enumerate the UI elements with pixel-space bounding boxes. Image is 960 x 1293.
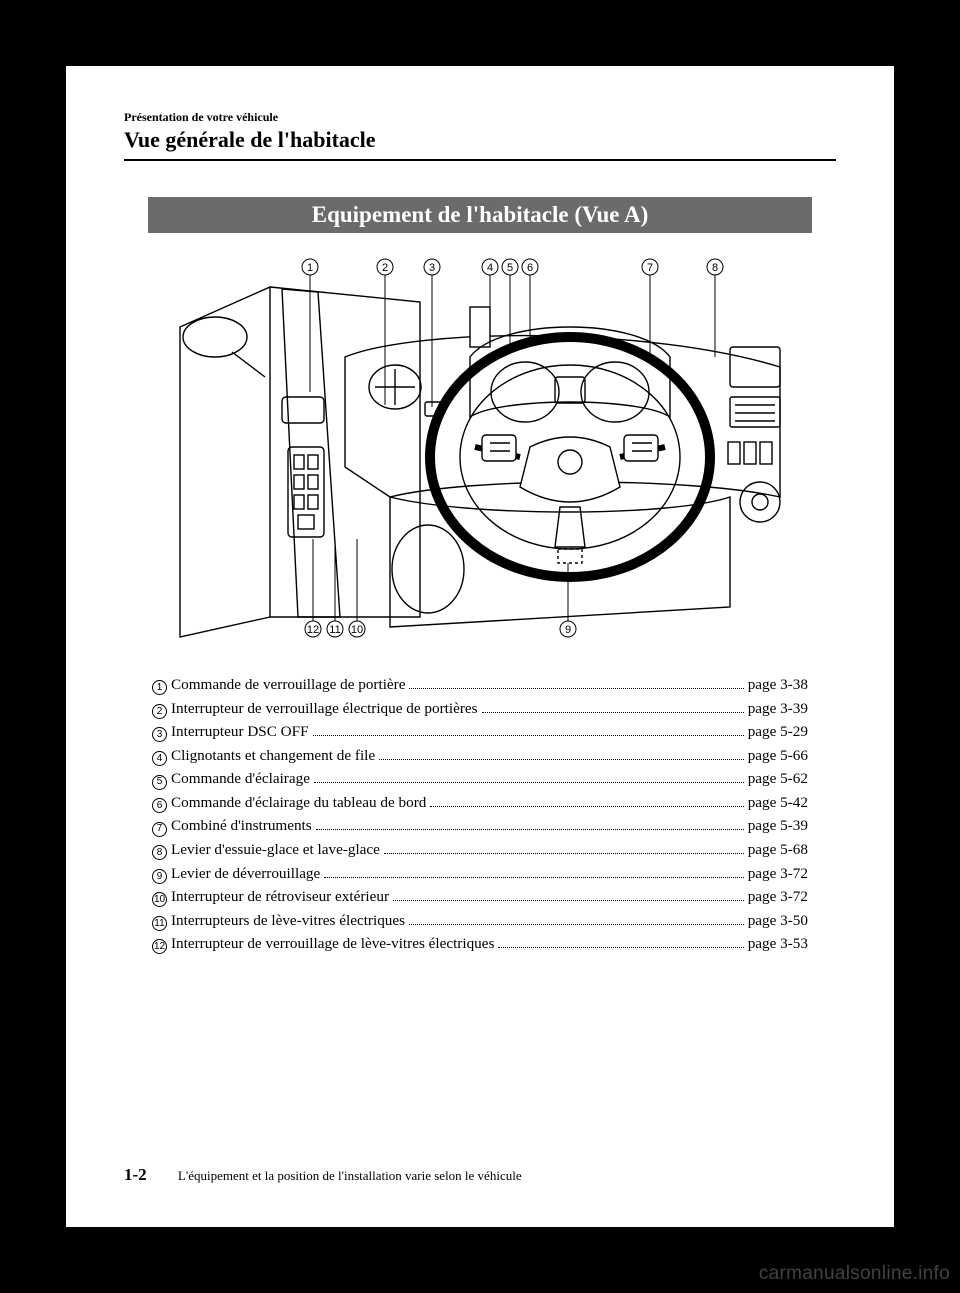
leader-dots <box>379 759 744 760</box>
item-page-ref: page 5-68 <box>748 838 808 862</box>
svg-text:2: 2 <box>382 262 388 274</box>
leader-dots <box>430 806 743 807</box>
svg-text:4: 4 <box>487 262 493 274</box>
leader-dots <box>324 877 743 878</box>
item-number-icon: 5 <box>152 775 167 790</box>
item-number-icon: 6 <box>152 798 167 813</box>
interior-diagram: 12345678 1211109 <box>170 247 790 647</box>
item-number-icon: 3 <box>152 727 167 742</box>
item-row: 9 Levier de déverrouillage page 3-72 <box>152 862 808 886</box>
leader-dots <box>314 782 744 783</box>
svg-text:3: 3 <box>429 262 435 274</box>
item-row: 2 Interrupteur de verrouillage électrique… <box>152 697 808 721</box>
item-page-ref: page 3-72 <box>748 885 808 909</box>
page-number: 1-2 <box>124 1165 147 1184</box>
leader-dots <box>316 829 744 830</box>
item-number-icon: 12 <box>152 939 167 954</box>
header-chapter: Présentation de votre véhicule <box>124 110 836 125</box>
item-page-ref: page 5-42 <box>748 791 808 815</box>
item-page-ref: page 3-53 <box>748 932 808 956</box>
svg-text:1: 1 <box>307 262 313 274</box>
item-label: Interrupteur DSC OFF <box>171 720 309 744</box>
item-row: 11 Interrupteurs de lève-vitres électriqu… <box>152 909 808 933</box>
leader-dots <box>384 853 744 854</box>
item-number-icon: 11 <box>152 916 167 931</box>
item-row: 8 Levier d'essuie-glace et lave-glace pag… <box>152 838 808 862</box>
item-list: 1 Commande de verrouillage de portière pa… <box>152 673 808 956</box>
item-row: 7 Combiné d'instruments page 5-39 <box>152 814 808 838</box>
item-page-ref: page 3-38 <box>748 673 808 697</box>
item-label: Levier d'essuie-glace et lave-glace <box>171 838 380 862</box>
footer-note: L'équipement et la position de l'install… <box>178 1168 522 1183</box>
item-label: Commande de verrouillage de portière <box>171 673 405 697</box>
item-number-icon: 9 <box>152 869 167 884</box>
leader-dots <box>498 947 743 948</box>
svg-text:12: 12 <box>307 624 319 636</box>
item-page-ref: page 5-62 <box>748 767 808 791</box>
item-row: 3 Interrupteur DSC OFF page 5-29 <box>152 720 808 744</box>
svg-text:6: 6 <box>527 262 533 274</box>
item-row: 12 Interrupteur de verrouillage de lève-v… <box>152 932 808 956</box>
svg-text:8: 8 <box>712 262 718 274</box>
item-label: Interrupteur de rétroviseur extérieur <box>171 885 389 909</box>
item-label: Interrupteur de verrouillage de lève-vit… <box>171 932 494 956</box>
item-label: Commande d'éclairage <box>171 767 310 791</box>
leader-dots <box>482 712 744 713</box>
item-page-ref: page 3-50 <box>748 909 808 933</box>
item-label: Clignotants et changement de file <box>171 744 375 768</box>
page-footer: 1-2 L'équipement et la position de l'ins… <box>124 1165 522 1185</box>
item-row: 10Interrupteur de rétroviseur extérieur … <box>152 885 808 909</box>
item-label: Interrupteurs de lève-vitres électriques <box>171 909 405 933</box>
item-label: Combiné d'instruments <box>171 814 312 838</box>
item-label: Interrupteur de verrouillage électrique … <box>171 697 478 721</box>
item-row: 5 Commande d'éclairage page 5-62 <box>152 767 808 791</box>
svg-text:5: 5 <box>507 262 513 274</box>
svg-text:9: 9 <box>565 624 571 636</box>
item-row: 4 Clignotants et changement de file page … <box>152 744 808 768</box>
item-row: 1 Commande de verrouillage de portière pa… <box>152 673 808 697</box>
leader-dots <box>313 735 744 736</box>
svg-text:10: 10 <box>351 624 363 636</box>
item-number-icon: 7 <box>152 822 167 837</box>
item-page-ref: page 3-72 <box>748 862 808 886</box>
svg-text:11: 11 <box>329 624 340 636</box>
watermark: carmanualsonline.info <box>759 1263 950 1285</box>
manual-page: Présentation de votre véhicule Vue génér… <box>66 66 894 1227</box>
item-number-icon: 4 <box>152 751 167 766</box>
item-number-icon: 10 <box>152 892 167 907</box>
item-page-ref: page 5-66 <box>748 744 808 768</box>
leader-dots <box>393 900 744 901</box>
header-section: Vue générale de l'habitacle <box>124 127 836 153</box>
section-title-bar: Equipement de l'habitacle (Vue A) <box>148 197 812 233</box>
item-page-ref: page 3-39 <box>748 697 808 721</box>
item-number-icon: 2 <box>152 704 167 719</box>
item-number-icon: 8 <box>152 845 167 860</box>
item-row: 6 Commande d'éclairage du tableau de bord… <box>152 791 808 815</box>
header-rule <box>124 159 836 161</box>
item-label: Levier de déverrouillage <box>171 862 320 886</box>
item-number-icon: 1 <box>152 680 167 695</box>
item-page-ref: page 5-39 <box>748 814 808 838</box>
item-label: Commande d'éclairage du tableau de bord <box>171 791 426 815</box>
leader-dots <box>409 924 744 925</box>
leader-dots <box>409 688 743 689</box>
svg-text:7: 7 <box>647 262 653 274</box>
item-page-ref: page 5-29 <box>748 720 808 744</box>
